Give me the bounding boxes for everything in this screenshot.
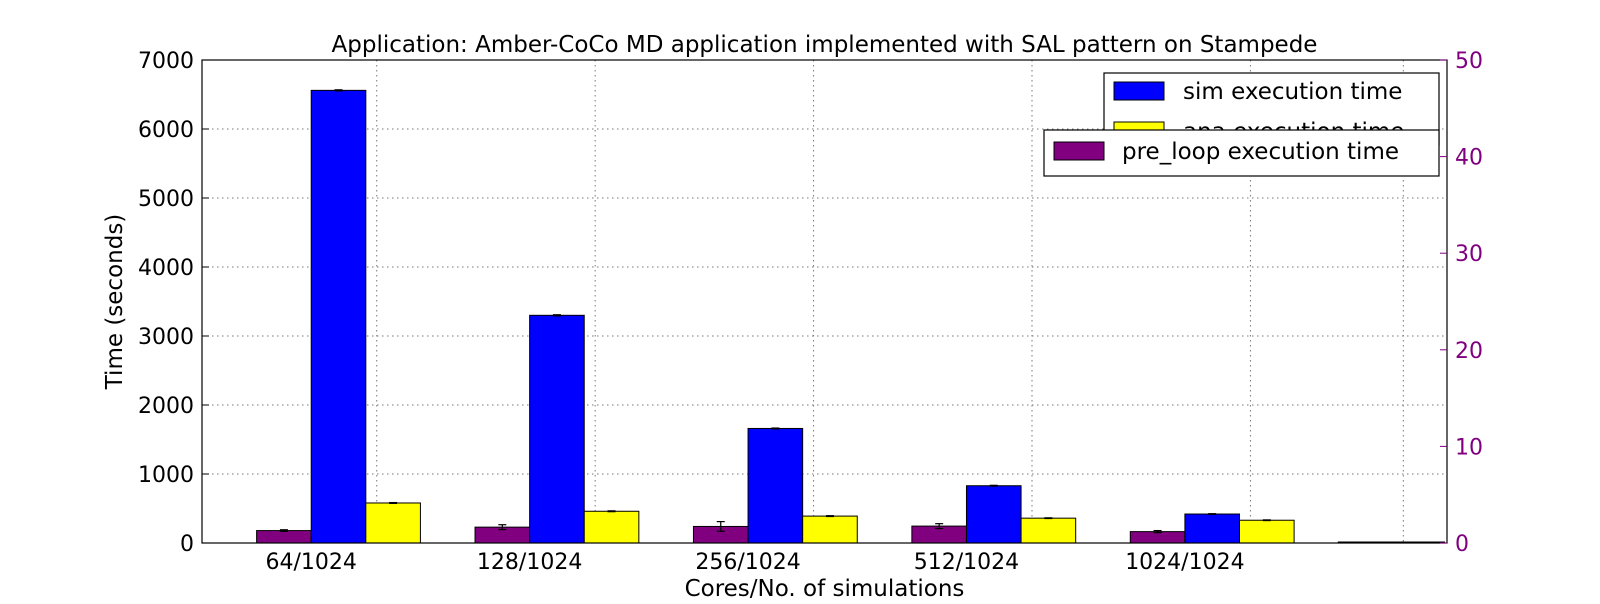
y-tick-label: 1000	[138, 463, 194, 488]
y2-tick-label: 50	[1455, 49, 1483, 74]
y2-tick-label: 20	[1455, 339, 1483, 364]
x-tick-label: 128/1024	[477, 550, 582, 575]
legend-swatch	[1113, 81, 1165, 101]
y2-tick-label: 30	[1455, 242, 1483, 267]
y2-tick-label: 40	[1455, 146, 1483, 171]
ticks-layer: 0 1000 2000 3000 4000 5000 6000 7000 0 10 20 30 40 50…	[138, 49, 1483, 575]
bar	[1239, 519, 1295, 544]
x-tick-label: 64/1024	[266, 550, 357, 575]
x-axis-label: Cores/No. of simulations	[685, 576, 965, 600]
y-tick-label: 2000	[138, 394, 194, 419]
bar	[747, 427, 804, 544]
bar	[1129, 531, 1186, 544]
bar	[965, 485, 1022, 544]
y-tick-label: 7000	[138, 49, 194, 74]
y-tick-label: 4000	[138, 256, 194, 281]
chart-title: Application: Amber-CoCo MD application i…	[332, 32, 1318, 58]
legend-swatch	[1053, 141, 1105, 161]
bar	[256, 530, 312, 544]
y-tick-label: 0	[180, 532, 194, 557]
y-tick-label: 3000	[138, 325, 194, 350]
legend-lower-box	[1043, 129, 1440, 177]
legend-label: sim execution time	[1183, 79, 1402, 105]
y2-tick-label: 10	[1455, 435, 1483, 460]
bars-layer	[256, 89, 1445, 544]
x-tick-label: 1024/1024	[1125, 550, 1244, 575]
y-axis-label: Time (seconds)	[102, 214, 128, 391]
bar	[583, 510, 640, 544]
bar	[802, 515, 858, 544]
x-tick-label: 512/1024	[914, 550, 1019, 575]
legend-label: pre_loop execution time	[1122, 139, 1399, 165]
y2-tick-label: 0	[1455, 532, 1469, 557]
y-tick-label: 6000	[138, 118, 194, 143]
x-tick-label: 256/1024	[695, 550, 800, 575]
bar	[1184, 513, 1241, 544]
bar	[1020, 517, 1077, 544]
bar	[310, 89, 367, 544]
y-tick-label: 5000	[138, 187, 194, 212]
bar	[365, 502, 421, 544]
plot-frame	[201, 59, 1448, 544]
legend-lower: pre_loop execution time	[1043, 129, 1440, 177]
bar	[529, 314, 585, 544]
